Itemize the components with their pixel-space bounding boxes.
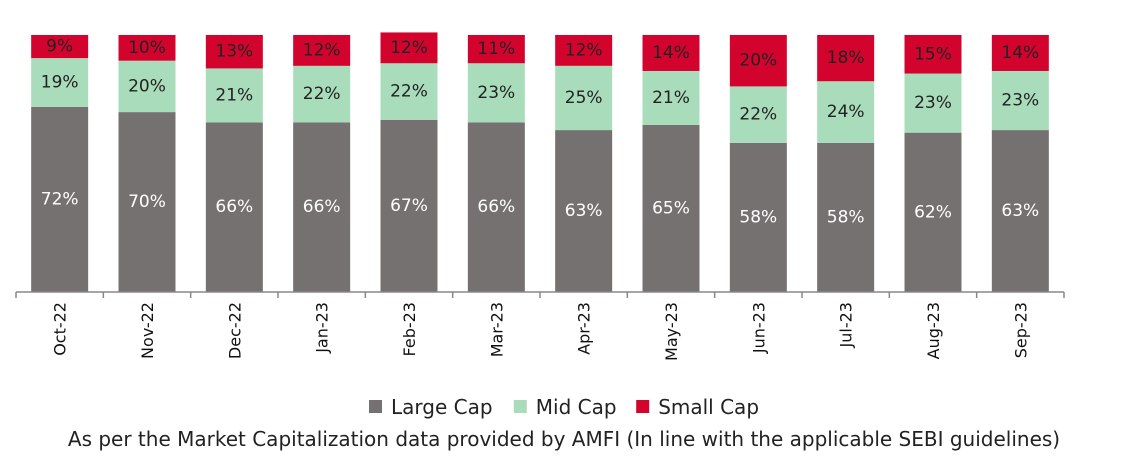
bar-small-cap-jun-23 bbox=[729, 35, 787, 87]
data-label: 62% bbox=[914, 202, 952, 222]
legend-label: Mid Cap bbox=[536, 395, 617, 419]
bars-group bbox=[31, 32, 1049, 293]
bar-large-cap-apr-23 bbox=[555, 130, 613, 292]
data-label: 18% bbox=[827, 48, 865, 68]
bar-large-cap-aug-23 bbox=[904, 132, 962, 292]
data-label: 24% bbox=[827, 102, 865, 122]
x-tick-label: Aug-23 bbox=[924, 302, 943, 359]
bar-large-cap-jul-23 bbox=[817, 142, 875, 292]
bar-mid-cap-aug-23 bbox=[904, 73, 962, 133]
data-label: 20% bbox=[128, 76, 166, 96]
bar-mid-cap-may-23 bbox=[642, 70, 700, 125]
data-label: 58% bbox=[827, 207, 865, 227]
bar-mid-cap-jun-23 bbox=[729, 86, 787, 143]
bar-small-cap-apr-23 bbox=[555, 35, 613, 66]
data-label: 12% bbox=[565, 40, 603, 60]
bar-small-cap-jul-23 bbox=[817, 35, 875, 82]
bar-mid-cap-dec-22 bbox=[205, 68, 263, 123]
bar-small-cap-aug-23 bbox=[904, 35, 962, 74]
data-label: 67% bbox=[390, 196, 428, 216]
x-tick-label: Nov-22 bbox=[138, 302, 157, 359]
bar-mid-cap-nov-22 bbox=[118, 60, 176, 113]
x-tick-label: Jun-23 bbox=[749, 302, 768, 354]
data-label: 70% bbox=[128, 192, 166, 212]
bar-small-cap-dec-22 bbox=[205, 35, 263, 69]
bar-small-cap-sep-23 bbox=[991, 35, 1049, 71]
x-tick-label: Apr-23 bbox=[575, 302, 594, 355]
bar-large-cap-jan-23 bbox=[293, 122, 351, 292]
x-tick-label: Jul-23 bbox=[837, 302, 856, 348]
data-label: 10% bbox=[128, 38, 166, 58]
legend: Large Cap Mid Cap Small Cap bbox=[369, 395, 759, 419]
data-label: 58% bbox=[739, 207, 777, 227]
bar-large-cap-may-23 bbox=[642, 124, 700, 292]
bar-small-cap-oct-22 bbox=[31, 35, 89, 59]
bar-mid-cap-jul-23 bbox=[817, 81, 875, 143]
value-labels-group: 72% 19% 9% 70% 20% 10% 66% 21% 13% 66% 22% 12% 67% 22… bbox=[41, 37, 1039, 228]
data-label: 72% bbox=[41, 189, 79, 209]
x-axis: Oct-22 Nov-22 Dec-22 Jan-23 Feb-23 Mar-23 Apr-… bbox=[15, 291, 1065, 361]
legend-label: Large Cap bbox=[391, 395, 493, 419]
data-label: 15% bbox=[914, 44, 952, 64]
bar-small-cap-mar-23 bbox=[467, 35, 525, 64]
bar-mid-cap-mar-23 bbox=[467, 63, 525, 123]
legend-swatch-large-cap bbox=[369, 400, 382, 413]
x-tick-label: Dec-22 bbox=[225, 302, 244, 359]
data-label: 63% bbox=[1001, 201, 1039, 221]
data-label: 23% bbox=[914, 93, 952, 113]
data-label: 63% bbox=[565, 201, 603, 221]
bar-large-cap-jun-23 bbox=[729, 142, 787, 292]
bar-mid-cap-feb-23 bbox=[380, 63, 438, 120]
x-tick-label: Jan-23 bbox=[313, 302, 332, 354]
footnote: As per the Market Capitalization data pr… bbox=[68, 427, 1060, 451]
data-label: 19% bbox=[41, 73, 79, 93]
data-label: 12% bbox=[390, 38, 428, 58]
bar-large-cap-dec-22 bbox=[205, 122, 263, 292]
legend-swatch-mid-cap bbox=[513, 400, 527, 413]
data-label: 14% bbox=[1001, 43, 1039, 63]
bar-large-cap-sep-23 bbox=[991, 130, 1049, 292]
data-label: 21% bbox=[652, 88, 690, 108]
bar-small-cap-feb-23 bbox=[380, 32, 438, 64]
x-tick-label: Sep-23 bbox=[1011, 302, 1030, 358]
data-label: 11% bbox=[477, 39, 515, 59]
bar-small-cap-nov-22 bbox=[118, 35, 176, 61]
data-label: 25% bbox=[565, 88, 603, 108]
x-tick-label: Oct-22 bbox=[51, 302, 70, 356]
bar-mid-cap-jan-23 bbox=[293, 65, 351, 123]
bar-small-cap-may-23 bbox=[642, 35, 700, 71]
data-label: 21% bbox=[215, 85, 253, 105]
data-label: 22% bbox=[303, 84, 341, 104]
bar-mid-cap-apr-23 bbox=[555, 65, 613, 131]
data-label: 23% bbox=[1001, 91, 1039, 111]
data-label: 66% bbox=[303, 197, 341, 217]
x-tick-label: May-23 bbox=[662, 302, 681, 361]
bar-small-cap-jan-23 bbox=[293, 35, 351, 66]
data-label: 9% bbox=[46, 37, 73, 57]
legend-swatch-small-cap bbox=[636, 400, 650, 413]
data-label: 66% bbox=[215, 197, 253, 217]
data-label: 22% bbox=[739, 105, 777, 125]
legend-label: Small Cap bbox=[658, 395, 759, 419]
data-label: 22% bbox=[390, 82, 428, 102]
data-label: 65% bbox=[652, 198, 690, 218]
data-label: 13% bbox=[215, 42, 253, 62]
bar-large-cap-oct-22 bbox=[31, 106, 89, 293]
data-label: 23% bbox=[477, 83, 515, 103]
data-label: 66% bbox=[477, 197, 515, 217]
x-tick-label: Feb-23 bbox=[400, 302, 419, 356]
bar-large-cap-feb-23 bbox=[380, 119, 438, 292]
bar-mid-cap-sep-23 bbox=[991, 70, 1049, 131]
bar-mid-cap-oct-22 bbox=[31, 58, 89, 107]
bar-large-cap-nov-22 bbox=[118, 112, 176, 292]
data-label: 14% bbox=[652, 43, 690, 63]
data-label: 12% bbox=[303, 40, 341, 60]
bar-large-cap-mar-23 bbox=[467, 122, 525, 292]
data-label: 20% bbox=[739, 51, 777, 71]
x-tick-label: Mar-23 bbox=[487, 302, 506, 357]
